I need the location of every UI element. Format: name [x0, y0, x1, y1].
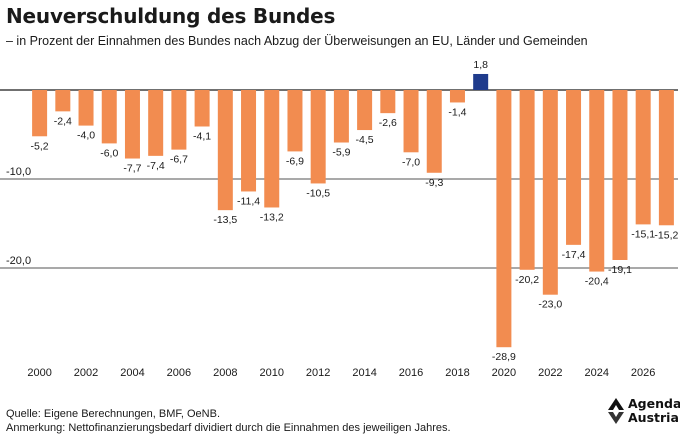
- y-tick-label: -20,0: [6, 255, 31, 267]
- data-label: -15,1: [631, 228, 655, 240]
- x-tick-label: 2022: [538, 367, 562, 379]
- data-label: -5,9: [332, 147, 350, 159]
- x-tick-label: 2010: [260, 367, 284, 379]
- bar: [194, 90, 210, 127]
- data-label: -10,5: [306, 187, 330, 199]
- bar: [333, 90, 349, 143]
- data-label: -2,6: [379, 117, 397, 129]
- bar: [496, 90, 512, 348]
- bar: [171, 90, 187, 150]
- x-tick-label: 2002: [74, 367, 98, 379]
- bar: [148, 90, 164, 156]
- x-tick-label: 2012: [306, 367, 330, 379]
- chart-subtitle: – in Prozent der Einnahmen des Bundes na…: [6, 34, 588, 48]
- data-label: -6,7: [170, 154, 188, 166]
- data-label: -6,0: [100, 147, 118, 159]
- chart-title: Neuverschuldung des Bundes: [6, 4, 336, 28]
- agenda-austria-logo: Agenda Austria: [606, 394, 680, 432]
- bar: [426, 90, 442, 173]
- logo-text-line1: Agenda: [628, 396, 680, 411]
- bar: [310, 90, 326, 184]
- data-label: -4,0: [77, 130, 95, 142]
- data-label: -6,9: [286, 155, 304, 167]
- bar: [55, 90, 71, 112]
- data-label: -17,4: [562, 249, 586, 261]
- x-tick-label: 2016: [399, 367, 423, 379]
- bar: [635, 90, 651, 225]
- data-label: -2,4: [54, 115, 72, 127]
- x-tick-label: 2000: [27, 367, 51, 379]
- data-label: -11,4: [237, 195, 260, 207]
- x-tick-label: 2020: [492, 367, 516, 379]
- bar: [542, 90, 558, 295]
- bar: [32, 90, 48, 137]
- data-label: -4,5: [356, 134, 374, 146]
- bar: [658, 90, 674, 226]
- bar: [612, 90, 628, 260]
- x-tick-label: 2006: [167, 367, 191, 379]
- bar: [403, 90, 419, 153]
- data-label: -20,2: [515, 274, 539, 286]
- bar: [217, 90, 233, 211]
- data-label: -13,2: [260, 211, 284, 223]
- bar: [566, 90, 582, 245]
- bar: [357, 90, 373, 131]
- bar: [519, 90, 535, 270]
- bar: [78, 90, 94, 126]
- x-tick-label: 2004: [120, 367, 144, 379]
- data-label: -7,0: [402, 156, 420, 168]
- bar: [589, 90, 605, 272]
- x-tick-label: 2008: [213, 367, 237, 379]
- data-label: -4,1: [193, 130, 211, 142]
- data-label: -20,4: [585, 276, 609, 288]
- data-label: -13,5: [213, 214, 237, 226]
- data-label: -28,9: [492, 351, 516, 363]
- data-label: -23,0: [538, 299, 562, 311]
- bar: [101, 90, 117, 144]
- x-tick-label: 2014: [352, 367, 376, 379]
- bar: [124, 90, 140, 159]
- bar: [473, 73, 489, 90]
- bar: [241, 90, 257, 192]
- logo-mark-icon: [608, 398, 624, 424]
- data-label: -15,2: [654, 229, 678, 241]
- x-tick-label: 2026: [631, 367, 655, 379]
- logo-text-line2: Austria: [628, 410, 679, 425]
- source-note: Quelle: Eigene Berechnungen, BMF, OeNB.: [6, 408, 221, 420]
- data-label: -19,1: [608, 264, 632, 276]
- bar: [449, 90, 465, 103]
- annotation-note: Anmerkung: Nettofinanzierungsbedarf divi…: [6, 422, 451, 434]
- bar-chart: -10,0 -20,0 -5,2 -2,4 -4,0 -6,0 -7,7 -7,4 -6,7 -4…: [0, 59, 679, 379]
- bar: [287, 90, 303, 152]
- x-tick-label: 2024: [585, 367, 609, 379]
- data-label: -9,3: [425, 177, 443, 189]
- x-tick-label: 2018: [445, 367, 469, 379]
- data-label: -7,4: [147, 160, 165, 172]
- data-label: -5,2: [31, 140, 49, 152]
- data-label: -7,7: [123, 163, 141, 175]
- bar: [264, 90, 280, 208]
- y-tick-label: -10,0: [6, 166, 31, 178]
- bar: [380, 90, 396, 114]
- data-label: 1,8: [473, 59, 488, 71]
- data-label: -1,4: [448, 106, 466, 118]
